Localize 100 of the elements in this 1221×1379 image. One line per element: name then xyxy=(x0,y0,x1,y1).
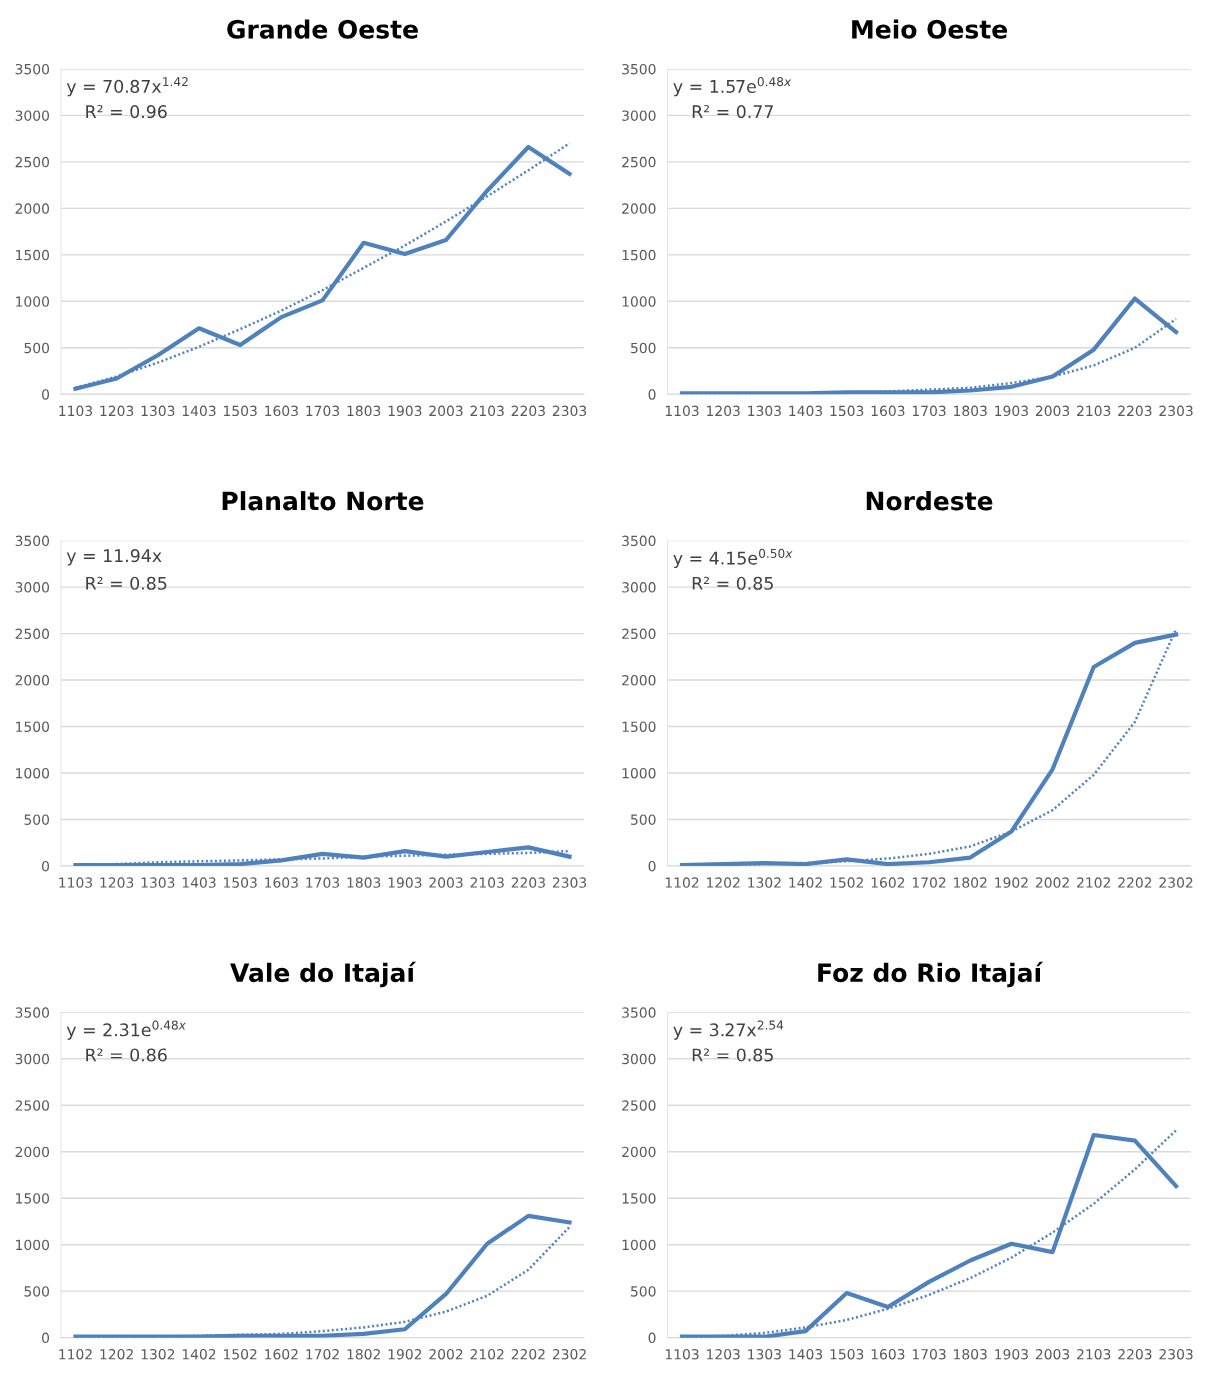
x-tick-label: 1603 xyxy=(265,877,298,888)
x-tick-label: 1503 xyxy=(830,1348,864,1360)
x-tick-label: 1403 xyxy=(182,405,216,417)
y-tick-label: 0 xyxy=(648,1332,656,1344)
y-tick-label: 3500 xyxy=(622,535,656,547)
x-tick-label: 1903 xyxy=(995,405,1028,417)
x-tick-label: 1203 xyxy=(707,405,740,417)
annotation: R² = 0.77 xyxy=(692,105,773,119)
annotation: y = 4.15e$^{0.50x}$ xyxy=(673,548,793,569)
x-tick-label: 2002 xyxy=(429,1348,463,1360)
x-tick-label: 2003 xyxy=(429,405,463,417)
annotation: R² = 0.96 xyxy=(86,105,167,119)
y-tick-label: 1500 xyxy=(16,721,50,732)
x-tick-label: 1203 xyxy=(100,405,134,417)
y-tick-label: 3500 xyxy=(15,1007,50,1018)
x-tick-label: 1102 xyxy=(59,1348,92,1360)
y-tick-label: 1500 xyxy=(16,249,50,261)
x-tick-label: 2003 xyxy=(429,877,463,888)
x-tick-label: 1802 xyxy=(954,877,987,888)
x-tick-label: 1303 xyxy=(748,405,781,417)
x-tick-label: 1803 xyxy=(347,877,381,888)
chart-title: Vale do Itajaí xyxy=(230,961,417,988)
x-tick-label: 1502 xyxy=(224,1348,257,1360)
y-tick-label: 1500 xyxy=(622,249,656,261)
x-tick-label: 1803 xyxy=(347,405,381,417)
x-tick-label: 1202 xyxy=(707,877,740,888)
x-tick-label: 1603 xyxy=(871,405,905,417)
y-tick-label: 0 xyxy=(42,1332,50,1344)
y-tick-label: 3000 xyxy=(622,582,656,593)
x-tick-label: 2103 xyxy=(470,877,504,888)
annotation: R² = 0.85 xyxy=(692,576,773,590)
x-tick-label: 2203 xyxy=(511,877,545,888)
annotation: y = 1.57e$^{0.48x}$ xyxy=(673,77,792,97)
y-tick-label: 2500 xyxy=(15,156,50,168)
x-tick-label: 2203 xyxy=(511,405,545,417)
y-tick-label: 1000 xyxy=(622,1239,656,1251)
annotation: R² = 0.85 xyxy=(86,576,167,590)
annotation: y = 3.27x$^{2.54}$ xyxy=(673,1020,784,1040)
x-tick-label: 2303 xyxy=(552,877,587,888)
x-tick-label: 1503 xyxy=(224,405,257,417)
x-tick-label: 2103 xyxy=(1077,1348,1111,1360)
y-tick-label: 1500 xyxy=(622,1193,656,1204)
x-tick-label: 1802 xyxy=(347,1348,380,1360)
y-tick-label: 3000 xyxy=(15,582,50,593)
y-tick-label: 1000 xyxy=(16,1239,50,1251)
y-tick-label: 1000 xyxy=(16,767,50,779)
x-tick-label: 2003 xyxy=(1035,1348,1070,1360)
annotation: R² = 0.86 xyxy=(86,1048,167,1062)
y-tick-label: 1000 xyxy=(622,767,656,779)
x-tick-label: 2102 xyxy=(470,1348,504,1360)
y-tick-label: 2500 xyxy=(15,1100,50,1111)
x-tick-label: 2103 xyxy=(1077,405,1111,417)
y-tick-label: 3000 xyxy=(15,1053,50,1065)
y-tick-label: 1500 xyxy=(16,1193,50,1204)
y-tick-label: 0 xyxy=(648,860,656,872)
y-tick-label: 1500 xyxy=(622,721,656,732)
y-tick-label: 500 xyxy=(631,342,656,354)
y-tick-label: 0 xyxy=(42,860,50,872)
x-tick-label: 1303 xyxy=(748,1348,781,1360)
y-tick-label: 500 xyxy=(631,1286,656,1297)
y-tick-label: 3500 xyxy=(622,1007,656,1018)
y-tick-label: 2000 xyxy=(622,203,656,214)
y-tick-label: 3500 xyxy=(622,63,656,75)
y-tick-label: 1000 xyxy=(16,296,50,307)
y-tick-label: 500 xyxy=(24,814,50,825)
x-tick-label: 1302 xyxy=(748,877,781,888)
y-tick-label: 2500 xyxy=(622,156,656,168)
y-tick-label: 500 xyxy=(24,342,50,354)
x-tick-label: 1903 xyxy=(388,405,422,417)
y-tick-label: 2500 xyxy=(622,628,656,640)
x-tick-label: 1803 xyxy=(954,405,987,417)
x-tick-label: 1403 xyxy=(789,405,823,417)
x-tick-label: 2203 xyxy=(1118,1348,1152,1360)
x-tick-label: 1402 xyxy=(789,877,822,888)
x-tick-label: 2303 xyxy=(1159,1348,1193,1360)
y-tick-label: 500 xyxy=(24,1286,50,1297)
x-tick-label: 2203 xyxy=(1118,405,1152,417)
annotation: R² = 0.85 xyxy=(692,1048,773,1062)
annotation: y = 11.94x xyxy=(66,549,162,566)
x-tick-label: 2002 xyxy=(1035,877,1069,888)
x-tick-label: 1202 xyxy=(100,1348,133,1360)
x-tick-label: 1702 xyxy=(306,1348,339,1360)
x-tick-label: 2303 xyxy=(552,405,587,417)
x-tick-label: 1303 xyxy=(141,877,175,888)
x-tick-label: 1702 xyxy=(912,877,946,888)
x-tick-label: 1402 xyxy=(182,1348,216,1360)
y-tick-label: 0 xyxy=(648,389,656,400)
y-tick-label: 2000 xyxy=(15,1146,50,1158)
x-tick-label: 1403 xyxy=(789,1348,823,1360)
x-tick-label: 1703 xyxy=(912,1348,946,1360)
y-tick-label: 2000 xyxy=(622,675,656,686)
chart-title: Grande Oeste xyxy=(227,19,418,39)
x-tick-label: 1103 xyxy=(59,405,93,417)
x-tick-label: 1203 xyxy=(707,1348,740,1360)
x-tick-label: 1403 xyxy=(182,877,216,888)
y-tick-label: 2000 xyxy=(622,1146,656,1158)
x-tick-label: 1603 xyxy=(265,405,298,417)
y-tick-label: 3500 xyxy=(15,535,50,547)
chart-title: Foz do Rio Itajaí xyxy=(818,961,1044,988)
x-tick-label: 1102 xyxy=(665,877,699,888)
